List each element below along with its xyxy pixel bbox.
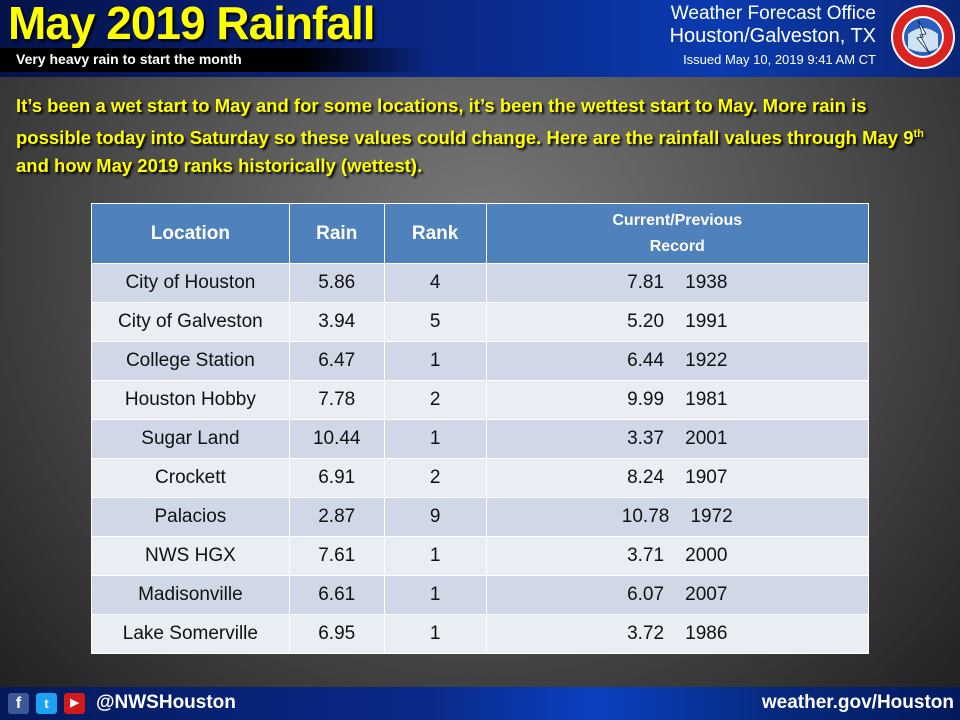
office-location: Houston/Galveston, TX [669, 25, 876, 47]
cell-rain: 3.94 [288, 302, 385, 342]
table-row: College Station 6.47 1 6.44 1922 [91, 341, 870, 381]
table-row: NWS HGX 7.61 1 3.71 2000 [91, 536, 870, 576]
table-header-row: Location Rain Rank Current/Previous Recor… [91, 203, 870, 264]
table-row: Houston Hobby 7.78 2 9.99 1981 [91, 380, 870, 420]
cell-rank: 1 [383, 614, 487, 654]
cell-rain: 6.95 [288, 614, 385, 654]
cell-rank: 2 [383, 458, 487, 498]
cell-rain: 6.47 [288, 341, 385, 381]
cell-record: 3.71 2000 [485, 536, 870, 576]
page-title: May 2019 Rainfall [8, 0, 376, 49]
header-record: Current/Previous Record [485, 203, 870, 264]
cell-rank: 1 [383, 419, 487, 459]
nws-logo-icon [891, 5, 955, 69]
header-record-line2: Record [649, 237, 705, 255]
cell-rain: 7.78 [288, 380, 385, 420]
website-link[interactable]: weather.gov/Houston [761, 692, 954, 713]
cell-location: Madisonville [91, 575, 290, 615]
intro-paragraph: It’s been a wet start to May and for som… [16, 92, 946, 180]
office-info: Weather Forecast Office Houston/Galvesto… [670, 3, 876, 71]
footer-bar: f t ▶ @NWSHouston weather.gov/Houston [0, 687, 960, 720]
cell-rank: 5 [383, 302, 487, 342]
cell-location: City of Houston [91, 263, 290, 303]
cell-location: Crockett [91, 458, 290, 498]
header-record-line1: Current/Previous [612, 211, 743, 229]
cell-rain: 2.87 [288, 497, 385, 537]
table-row: City of Houston 5.86 4 7.81 1938 [91, 263, 870, 303]
cell-rain: 6.91 [288, 458, 385, 498]
subtitle-strip [0, 48, 430, 72]
cell-record: 10.78 1972 [485, 497, 870, 537]
cell-record: 5.20 1991 [485, 302, 870, 342]
table-row: Lake Somerville 6.95 1 3.72 1986 [91, 614, 870, 654]
intro-text-end: and how May 2019 ranks historically (wet… [16, 155, 423, 177]
table-row: Madisonville 6.61 1 6.07 2007 [91, 575, 870, 615]
rainfall-table: Location Rain Rank Current/Previous Recor… [91, 203, 870, 654]
cell-location: College Station [91, 341, 290, 381]
table-row: Crockett 6.91 2 8.24 1907 [91, 458, 870, 498]
intro-superscript: th [913, 128, 924, 140]
cell-rain: 10.44 [288, 419, 385, 459]
cell-rank: 9 [383, 497, 487, 537]
cell-location: NWS HGX [91, 536, 290, 576]
cell-location: City of Galveston [91, 302, 290, 342]
table-row: Palacios 2.87 9 10.78 1972 [91, 497, 870, 537]
cell-record: 9.99 1981 [485, 380, 870, 420]
cell-record: 6.44 1922 [485, 341, 870, 381]
cell-record: 3.72 1986 [485, 614, 870, 654]
cell-rain: 5.86 [288, 263, 385, 303]
header-location: Location [91, 203, 290, 264]
table-row: Sugar Land 10.44 1 3.37 2001 [91, 419, 870, 459]
cell-rank: 1 [383, 536, 487, 576]
cell-rain: 7.61 [288, 536, 385, 576]
table-row: City of Galveston 3.94 5 5.20 1991 [91, 302, 870, 342]
intro-text: It’s been a wet start to May and for som… [16, 95, 914, 149]
header-rain: Rain [288, 203, 385, 264]
cell-location: Palacios [91, 497, 290, 537]
cell-location: Houston Hobby [91, 380, 290, 420]
issued-time: Issued May 10, 2019 9:41 AM CT [683, 52, 876, 67]
header-banner: May 2019 Rainfall Very heavy rain to sta… [0, 0, 960, 77]
cell-location: Lake Somerville [91, 614, 290, 654]
youtube-icon[interactable]: ▶ [64, 693, 85, 714]
cell-record: 7.81 1938 [485, 263, 870, 303]
cell-record: 8.24 1907 [485, 458, 870, 498]
header-rank: Rank [383, 203, 487, 264]
cell-rank: 1 [383, 341, 487, 381]
cell-record: 6.07 2007 [485, 575, 870, 615]
twitter-icon[interactable]: t [36, 693, 57, 714]
social-handle[interactable]: @NWSHouston [96, 692, 236, 713]
cell-location: Sugar Land [91, 419, 290, 459]
facebook-icon[interactable]: f [8, 693, 29, 714]
page-subtitle: Very heavy rain to start the month [16, 51, 242, 67]
office-name: Weather Forecast Office [670, 3, 876, 24]
cell-record: 3.37 2001 [485, 419, 870, 459]
cell-rank: 4 [383, 263, 487, 303]
cell-rank: 1 [383, 575, 487, 615]
cell-rank: 2 [383, 380, 487, 420]
cell-rain: 6.61 [288, 575, 385, 615]
